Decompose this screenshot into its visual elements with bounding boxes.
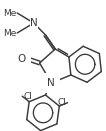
Text: Cl: Cl <box>23 92 32 101</box>
Text: Me: Me <box>3 9 16 18</box>
Text: Cl: Cl <box>58 98 66 107</box>
Text: O: O <box>18 54 26 64</box>
Text: N: N <box>30 18 38 28</box>
Text: Me: Me <box>3 29 16 37</box>
Text: N: N <box>47 78 55 88</box>
